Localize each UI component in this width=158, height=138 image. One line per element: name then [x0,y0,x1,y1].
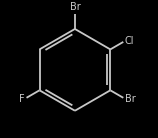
Text: Br: Br [70,2,80,12]
Text: Cl: Cl [125,36,134,46]
Text: Br: Br [125,94,135,104]
Text: F: F [19,94,25,104]
